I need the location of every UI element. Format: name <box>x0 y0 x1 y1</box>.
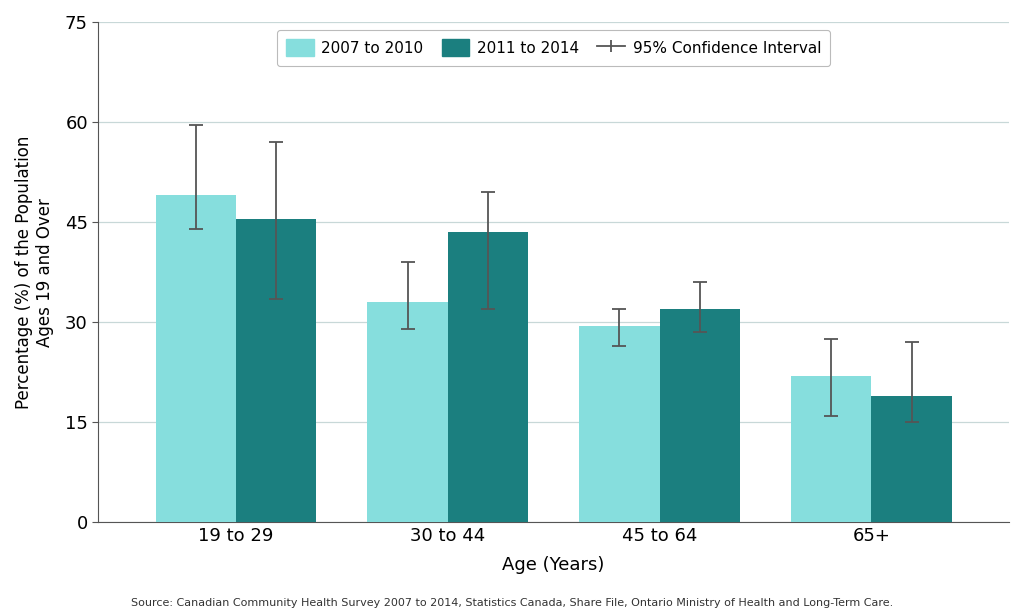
Text: Source: Canadian Community Health Survey 2007 to 2014, Statistics Canada, Share : Source: Canadian Community Health Survey… <box>131 598 893 608</box>
Bar <box>871 395 952 523</box>
Y-axis label: Percentage (%) of the Population
Ages 19 and Over: Percentage (%) of the Population Ages 19… <box>15 136 54 409</box>
X-axis label: Age (Years): Age (Years) <box>503 556 605 575</box>
Bar <box>368 302 447 523</box>
Legend: 2007 to 2010, 2011 to 2014, 95% Confidence Interval: 2007 to 2010, 2011 to 2014, 95% Confiden… <box>278 29 830 66</box>
Bar <box>580 325 659 523</box>
Bar <box>236 219 316 523</box>
Bar <box>156 195 236 523</box>
Bar <box>659 309 740 523</box>
Bar <box>791 376 871 523</box>
Bar <box>447 232 528 523</box>
